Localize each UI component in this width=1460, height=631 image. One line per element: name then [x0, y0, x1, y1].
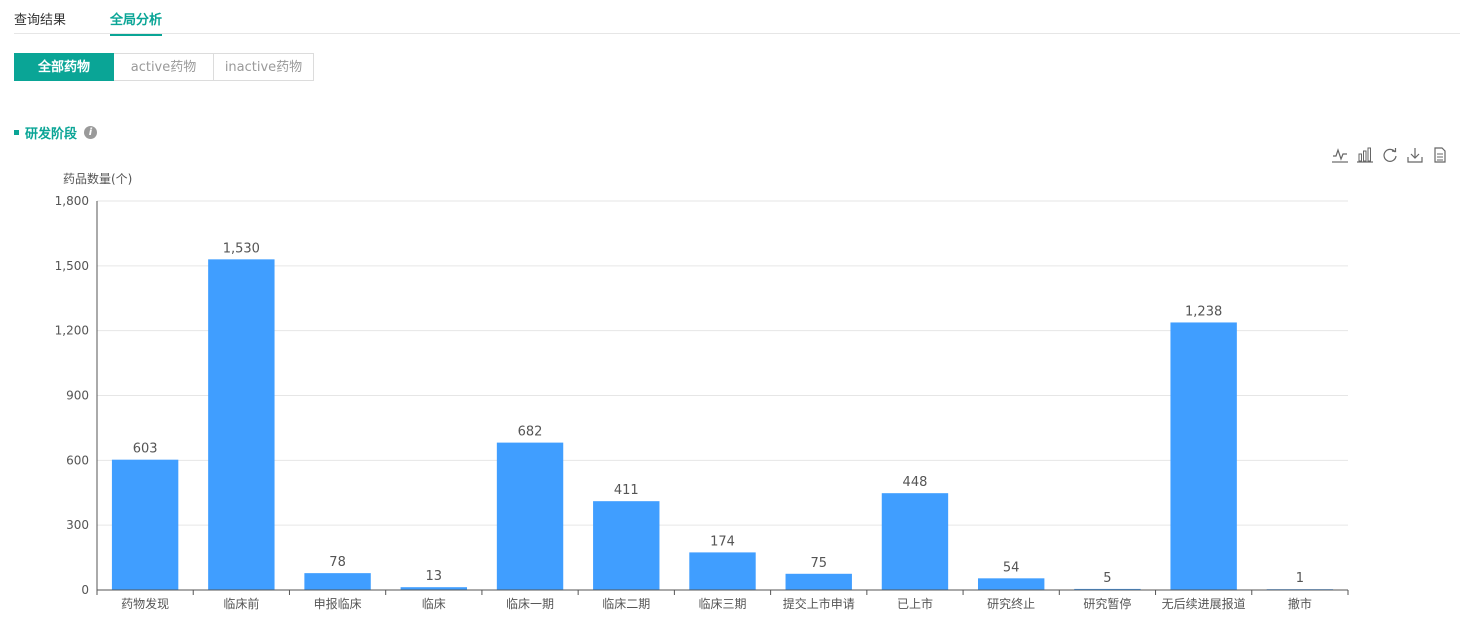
bar — [593, 501, 660, 590]
top-tab-bar: 查询结果 全局分析 — [14, 0, 1460, 36]
x-tick-label: 临床前 — [223, 596, 259, 611]
bar — [689, 552, 756, 590]
x-tick-label: 研究暂停 — [1083, 596, 1131, 611]
bar — [496, 442, 564, 590]
y-tick-label: 900 — [66, 389, 89, 403]
y-tick-label: 1,500 — [55, 259, 89, 273]
bar-value-label: 1,530 — [223, 241, 260, 256]
chart-toolbox — [1331, 146, 1456, 166]
bar — [400, 587, 468, 590]
section-title: 研发阶段 — [25, 126, 78, 142]
x-tick-label: 临床二期 — [602, 597, 650, 611]
y-tick-label: 300 — [66, 518, 89, 532]
drug-filter-segmented: 全部药物 active药物 inactive药物 — [14, 53, 314, 81]
bar-value-label: 1 — [1296, 571, 1304, 586]
bar-value-label: 682 — [518, 425, 543, 440]
bar-value-label: 448 — [903, 475, 928, 490]
tab-query-results[interactable]: 查询结果 — [14, 13, 67, 28]
bar — [208, 259, 275, 590]
x-tick-label: 已上市 — [897, 596, 933, 611]
bar-value-label: 75 — [810, 556, 827, 571]
bar — [304, 573, 371, 590]
bar-value-label: 13 — [426, 569, 443, 584]
bar-value-label: 78 — [329, 555, 346, 570]
section-marker — [14, 129, 19, 135]
bar — [977, 578, 1045, 590]
x-tick-label: 申报临床 — [314, 596, 362, 611]
x-tick-label: 临床三期 — [698, 597, 746, 611]
bar-value-label: 5 — [1103, 571, 1111, 586]
y-tick-label: 600 — [66, 453, 89, 467]
line-chart-icon[interactable] — [1331, 146, 1349, 164]
x-tick-label: 临床一期 — [506, 597, 554, 611]
bar — [1074, 588, 1141, 590]
filter-active-drugs-button[interactable]: active药物 — [114, 53, 214, 81]
x-tick-label: 临床 — [422, 597, 446, 611]
bar-value-label: 603 — [133, 442, 158, 457]
x-tick-label: 无后续进展报道 — [1162, 596, 1246, 611]
bar — [1170, 322, 1237, 590]
bar-chart-icon[interactable] — [1356, 146, 1374, 164]
x-tick-label: 提交上市申请 — [783, 596, 855, 611]
bar-value-label: 174 — [710, 534, 735, 549]
x-tick-label: 研究终止 — [987, 596, 1035, 611]
stage-bar-chart: 药品数量(个) 603 1,530 78 13 682 411 174 75 448 54 5 1,2… — [0, 160, 1460, 627]
bar-value-label: 1,238 — [1185, 304, 1222, 319]
bar-value-label: 54 — [1003, 560, 1020, 575]
download-icon[interactable] — [1406, 146, 1424, 164]
y-tick-label: 0 — [81, 583, 89, 597]
bar — [881, 493, 949, 590]
x-tick-label: 撤市 — [1288, 596, 1312, 611]
info-icon[interactable]: i — [84, 125, 98, 139]
x-tick-label: 药物发现 — [121, 596, 169, 611]
y-tick-label: 1,200 — [55, 324, 89, 338]
tab-global-analysis[interactable]: 全局分析 — [110, 9, 163, 36]
filter-inactive-drugs-button[interactable]: inactive药物 — [214, 53, 314, 81]
data-view-icon[interactable] — [1431, 146, 1449, 164]
bar-value-label: 411 — [614, 483, 639, 498]
bar — [785, 573, 852, 590]
y-tick-label: 1,800 — [55, 194, 89, 208]
y-axis-label: 药品数量(个) — [63, 171, 132, 186]
refresh-icon[interactable] — [1381, 146, 1399, 164]
filter-all-drugs-button[interactable]: 全部药物 — [14, 53, 114, 81]
bar — [111, 459, 179, 590]
section-heading: 研发阶段 i — [14, 124, 98, 142]
chart-svg: 药品数量(个) 603 1,530 78 13 682 411 174 75 448 54 5 1,2… — [55, 171, 1349, 611]
